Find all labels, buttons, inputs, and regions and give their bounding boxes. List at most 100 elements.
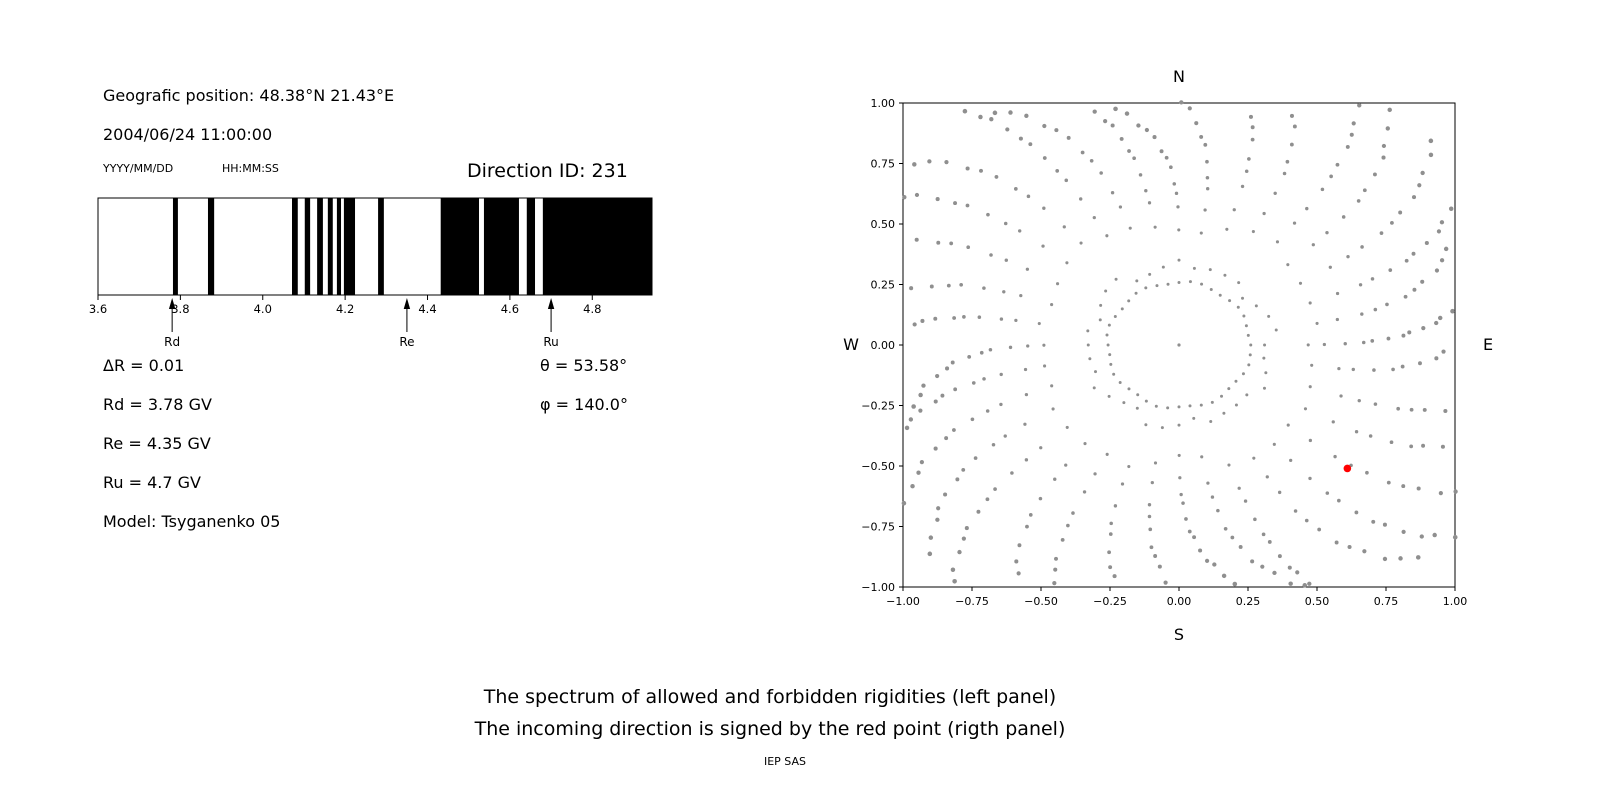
direction-dot bbox=[993, 487, 997, 491]
direction-dot bbox=[1341, 215, 1346, 219]
direction-dot bbox=[1208, 268, 1212, 272]
direction-dot bbox=[1428, 152, 1434, 158]
direction-dot bbox=[1339, 394, 1343, 398]
direction-dot bbox=[1105, 234, 1109, 238]
compass-west-label: W bbox=[843, 335, 859, 354]
direction-dot bbox=[1382, 556, 1388, 562]
direction-dot bbox=[1416, 486, 1421, 491]
direction-dot bbox=[1105, 333, 1109, 337]
direction-dot bbox=[978, 114, 983, 120]
direction-dot bbox=[1334, 540, 1339, 545]
direction-dot bbox=[1109, 362, 1113, 366]
direction-dot bbox=[1303, 407, 1308, 411]
direction-dot bbox=[1411, 195, 1417, 200]
direction-dot bbox=[1249, 343, 1253, 347]
direction-dot bbox=[927, 159, 932, 164]
direction-dot bbox=[1308, 385, 1312, 389]
direction-dot bbox=[1177, 405, 1181, 409]
direction-dot bbox=[1398, 210, 1403, 215]
direction-dot bbox=[1361, 340, 1366, 345]
direction-dot bbox=[1042, 206, 1046, 210]
direction-dot bbox=[918, 408, 923, 413]
direction-dot bbox=[1412, 287, 1417, 292]
direction-dot bbox=[1179, 100, 1184, 105]
direction-dot bbox=[991, 442, 996, 447]
direction-dot bbox=[1443, 408, 1448, 414]
direction-dot bbox=[1092, 215, 1096, 220]
direction-dot bbox=[1026, 194, 1031, 199]
rigidity-band bbox=[483, 198, 519, 295]
direction-dot bbox=[1166, 282, 1170, 286]
direction-dot bbox=[1199, 403, 1203, 407]
direction-dot bbox=[1362, 188, 1367, 193]
direction-dot bbox=[1106, 343, 1110, 347]
direction-dot bbox=[1247, 157, 1251, 161]
direction-dot bbox=[1205, 175, 1210, 180]
direction-dot bbox=[1265, 475, 1269, 479]
direction-dot bbox=[1421, 325, 1426, 331]
direction-dot bbox=[957, 549, 962, 555]
direction-dot bbox=[1164, 155, 1169, 160]
direction-dot bbox=[1387, 107, 1392, 113]
direction-dot bbox=[1113, 106, 1118, 112]
direction-dot bbox=[1002, 290, 1006, 294]
direction-dot bbox=[1210, 400, 1214, 404]
direction-dot bbox=[1187, 106, 1192, 111]
rigidity-band bbox=[378, 198, 384, 295]
direction-dot bbox=[1274, 328, 1278, 332]
direction-dot bbox=[973, 456, 978, 460]
direction-dot bbox=[1346, 254, 1350, 259]
compass-east-label: E bbox=[1483, 335, 1493, 354]
direction-dot bbox=[1420, 279, 1425, 284]
direction-dot bbox=[1147, 514, 1152, 519]
direction-dot bbox=[1144, 189, 1148, 193]
direction-dot bbox=[1136, 123, 1141, 128]
direction-dot bbox=[1039, 446, 1043, 450]
direction-dot bbox=[1379, 231, 1384, 235]
direction-dot bbox=[1292, 221, 1297, 225]
direction-dot bbox=[1153, 554, 1158, 558]
direction-dot bbox=[1205, 159, 1209, 164]
direction-dot bbox=[1154, 404, 1158, 408]
direction-dot bbox=[1199, 134, 1204, 139]
direction-dot bbox=[1184, 517, 1188, 521]
direction-dot bbox=[936, 506, 941, 511]
direction-dot bbox=[936, 240, 941, 245]
direction-dot bbox=[999, 402, 1003, 407]
direction-dot bbox=[999, 317, 1004, 321]
direction-dot bbox=[1147, 201, 1152, 205]
direction-dot bbox=[1223, 273, 1227, 277]
direction-dot bbox=[1107, 323, 1111, 327]
direction-dot bbox=[1325, 491, 1330, 495]
re-value: Re = 4.35 GV bbox=[103, 434, 211, 453]
direction-dot bbox=[1023, 422, 1027, 426]
direction-dot bbox=[933, 399, 938, 404]
direction-dot bbox=[1209, 287, 1213, 291]
direction-dot bbox=[912, 162, 917, 167]
direction-dot bbox=[1440, 444, 1445, 449]
direction-dot bbox=[1418, 361, 1422, 366]
x-tick-label: 0.25 bbox=[1236, 595, 1261, 608]
direction-dot bbox=[1409, 407, 1414, 412]
direction-dot bbox=[1310, 363, 1314, 367]
direction-dot bbox=[1138, 173, 1143, 177]
direction-dot bbox=[914, 237, 919, 242]
direction-dot bbox=[955, 477, 960, 482]
rigidity-band bbox=[304, 198, 311, 295]
direction-dot bbox=[1176, 205, 1180, 209]
direction-dot bbox=[1329, 174, 1333, 179]
direction-dot bbox=[1220, 394, 1224, 398]
direction-dot bbox=[1404, 258, 1409, 263]
direction-dot bbox=[1343, 342, 1347, 346]
y-tick-label: 0.50 bbox=[871, 218, 896, 231]
rigidity-band bbox=[526, 198, 536, 295]
direction-dot bbox=[1053, 477, 1057, 481]
direction-dot bbox=[944, 159, 949, 165]
direction-dot bbox=[1252, 456, 1256, 460]
direction-dot bbox=[1110, 123, 1115, 128]
direction-dot bbox=[1325, 230, 1329, 235]
direction-dot bbox=[1042, 343, 1046, 347]
direction-dot bbox=[1390, 220, 1394, 225]
direction-dot bbox=[1438, 491, 1443, 496]
direction-dot bbox=[1238, 544, 1243, 549]
